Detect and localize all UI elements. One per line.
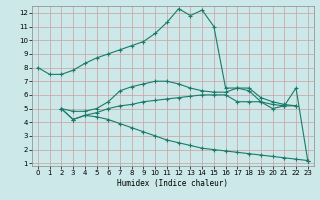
X-axis label: Humidex (Indice chaleur): Humidex (Indice chaleur)	[117, 179, 228, 188]
